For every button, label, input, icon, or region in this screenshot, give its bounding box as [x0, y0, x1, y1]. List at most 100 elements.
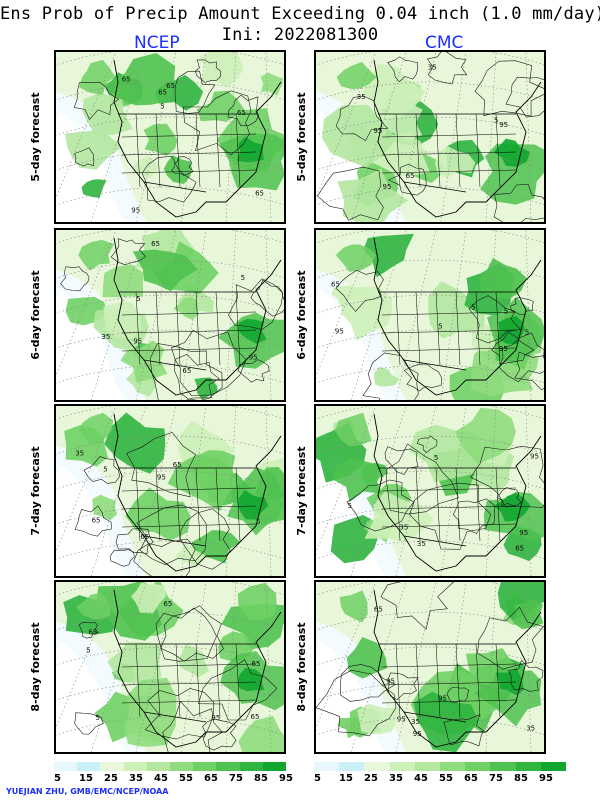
state-border [395, 113, 401, 188]
probability-area-northwest [336, 61, 377, 90]
probability-area [513, 599, 544, 630]
us-mexico-border [403, 535, 467, 547]
coastline [113, 589, 282, 748]
colorbar-tick-label: 55 [179, 773, 193, 784]
state-border [235, 113, 241, 188]
contour-line [335, 96, 389, 142]
contour-line [174, 353, 220, 400]
map-cmc-5-day: 35 65 5 35 95 95 95 [314, 50, 546, 224]
state-border [395, 291, 401, 366]
contour-label: 5 [504, 308, 508, 316]
contour-label: 65 [88, 628, 97, 636]
colorbar-tick-label: 65 [464, 773, 478, 784]
probability-area-core [493, 138, 531, 167]
longitude-line [56, 52, 117, 199]
contour-label: 5 [494, 116, 498, 124]
longitude-line [90, 230, 147, 400]
probability-area [374, 101, 423, 140]
state-border [195, 113, 201, 188]
colorbar-tick-label: 55 [439, 773, 453, 784]
contour-line [171, 156, 194, 176]
contour-label: 35 [399, 524, 408, 532]
longitude-line [485, 582, 497, 752]
us-mexico-border [403, 711, 467, 723]
contour-line [228, 278, 284, 330]
longitude-line [180, 582, 207, 752]
state-border [381, 487, 517, 492]
row-label-8-day: 8-day forecast [29, 622, 42, 712]
probability-area [346, 637, 388, 679]
state-border [455, 643, 461, 718]
contour-label: 95 [133, 338, 142, 346]
probability-area [103, 301, 142, 339]
coastline [113, 237, 282, 396]
coastline [373, 589, 542, 748]
probability-area [131, 582, 166, 614]
us-mexico-border [403, 359, 467, 371]
longitude-line [350, 582, 407, 752]
contour-line [409, 482, 492, 550]
probability-area [65, 130, 122, 170]
contour-line [317, 166, 384, 221]
colorbar-tick-label: 45 [414, 773, 428, 784]
contour-line [403, 363, 443, 392]
probability-area [107, 642, 163, 683]
longitude-line [350, 406, 407, 576]
colorbar-swatch [389, 762, 415, 771]
row-label-7-day-cmc: 7-day forecast [295, 446, 308, 536]
map-ncep-5-day: 65 65 65 5 95 65 65 [54, 50, 286, 224]
probability-area [357, 703, 400, 735]
contour-label: 65 [140, 533, 149, 541]
longitude-line [225, 52, 237, 222]
probability-map: 95 5 65 5 5 95 5 [316, 230, 544, 400]
longitude-line [90, 582, 147, 752]
longitude-line [440, 230, 467, 400]
colorbar-tick-label: 15 [79, 773, 93, 784]
contour-label: 95 [499, 345, 508, 353]
longitude-line [225, 406, 237, 576]
state-border [175, 467, 181, 542]
contour-line [160, 605, 224, 662]
contour-line [452, 498, 496, 534]
colorbar-ncep [54, 762, 287, 771]
contour-label: 35 [428, 63, 437, 71]
contour-line [386, 443, 459, 515]
contour-line [73, 81, 120, 120]
colorbar-tick-label: 25 [104, 773, 118, 784]
probability-area [479, 257, 527, 300]
state-border [121, 347, 257, 352]
colorbar-swatch [314, 762, 340, 771]
longitude-line [180, 52, 207, 222]
contour-label: 95 [438, 694, 447, 702]
state-border [415, 113, 421, 188]
probability-map: 35 65 5 35 95 95 95 [316, 52, 544, 222]
contour-label: 65 [251, 713, 260, 721]
state-border [121, 505, 257, 510]
state-border [381, 169, 517, 174]
latitude-line [56, 716, 284, 736]
colorbar-swatch [239, 762, 263, 771]
latitude-line [56, 259, 284, 279]
state-border [195, 291, 201, 366]
colorbar-tick-label: 75 [489, 773, 503, 784]
state-border [395, 467, 401, 542]
probability-area-northwest [76, 593, 111, 620]
contour-line [238, 359, 270, 383]
contour-line [110, 238, 147, 266]
contour-label: 5 [160, 103, 164, 111]
contour-label: 5 [256, 518, 260, 526]
probability-area [102, 53, 176, 106]
state-border [381, 133, 517, 138]
probability-area-east [220, 133, 284, 191]
colorbar-swatch [146, 762, 171, 771]
contour-line [387, 163, 427, 196]
contour-line [426, 52, 468, 85]
longitude-line [525, 230, 532, 400]
probability-area [497, 582, 544, 621]
longitude-line [485, 52, 497, 222]
state-border [121, 311, 257, 316]
contour-line [505, 76, 544, 118]
state-border [175, 113, 181, 188]
contour-label: 65 [237, 109, 246, 117]
contour-label: 95 [383, 183, 392, 191]
